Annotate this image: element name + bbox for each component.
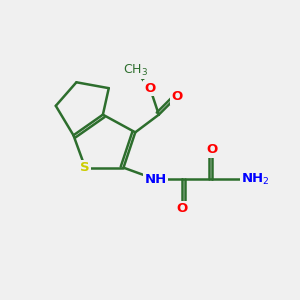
Text: O: O	[171, 91, 182, 103]
Text: CH$_3$: CH$_3$	[123, 63, 148, 78]
Text: O: O	[177, 202, 188, 215]
Text: O: O	[144, 82, 156, 95]
Text: O: O	[206, 143, 218, 157]
Text: S: S	[80, 161, 90, 174]
Text: NH: NH	[145, 173, 167, 186]
Text: NH$_2$: NH$_2$	[241, 172, 270, 187]
